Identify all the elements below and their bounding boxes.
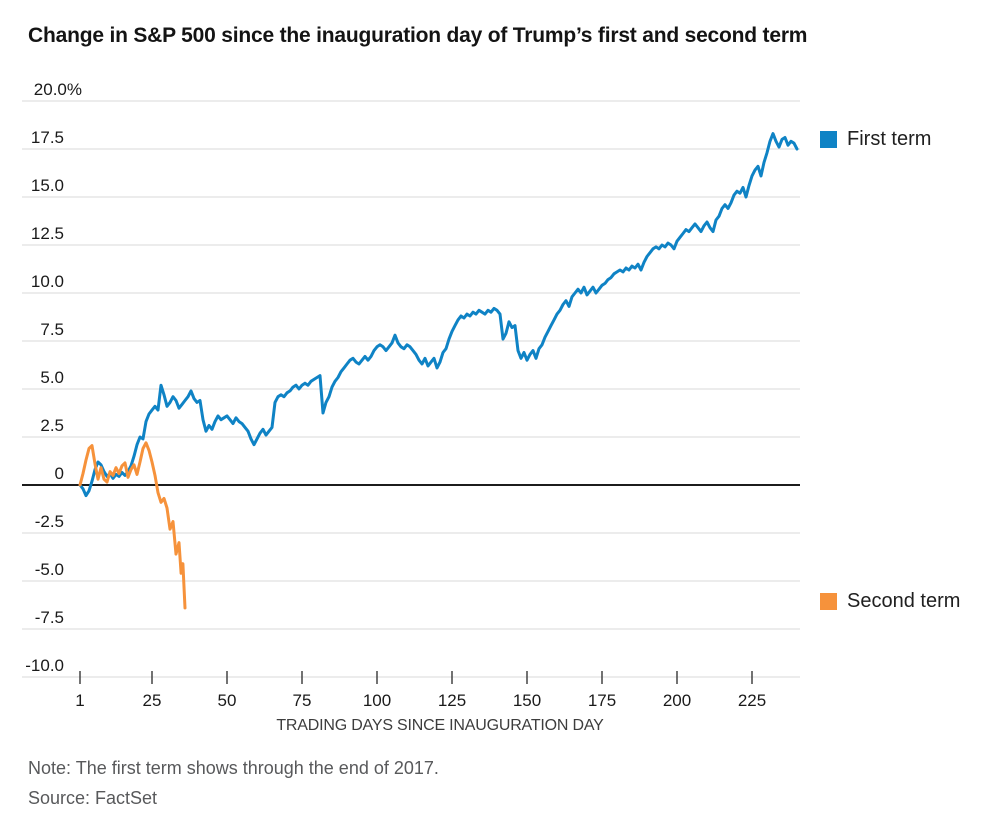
y-tick-label: 10.0 bbox=[30, 272, 64, 291]
x-axis-title: TRADING DAYS SINCE INAUGURATION DAY bbox=[276, 717, 604, 734]
x-tick-label: 1 bbox=[75, 691, 85, 710]
x-tick-label: 100 bbox=[362, 691, 392, 710]
y-tick-label: 0 bbox=[54, 464, 64, 483]
y-tick-label: 2.5 bbox=[40, 416, 64, 435]
second-term-swatch-icon bbox=[820, 593, 837, 610]
y-tick-label: -2.5 bbox=[34, 512, 64, 531]
y-tick-label: 7.5 bbox=[40, 320, 64, 339]
x-tick-label: 150 bbox=[512, 691, 542, 710]
x-tick-label: 75 bbox=[292, 691, 312, 710]
y-tick-label: -5.0 bbox=[34, 560, 64, 579]
x-tick-label: 225 bbox=[737, 691, 767, 710]
y-tick-label: 5.0 bbox=[40, 368, 64, 387]
note-text: Note: The first term shows through the e… bbox=[28, 758, 439, 778]
legend-first-term-label: First term bbox=[847, 128, 932, 150]
legend-second-term: Second term bbox=[820, 590, 960, 613]
y-tick-label: -10.0 bbox=[25, 656, 64, 675]
page-title: Change in S&P 500 since the inauguration… bbox=[28, 24, 808, 47]
y-tick-label: 12.5 bbox=[30, 224, 64, 243]
source-text: Source: FactSet bbox=[28, 788, 158, 808]
series-line-second-term bbox=[78, 441, 187, 610]
y-tick-label: 15.0 bbox=[30, 176, 64, 195]
x-tick-label: 175 bbox=[587, 691, 617, 710]
legend-first-term: First term bbox=[820, 128, 931, 151]
x-tick-label: 25 bbox=[142, 691, 162, 710]
y-tick-label: -7.5 bbox=[34, 608, 64, 627]
y-tick-label: 17.5 bbox=[30, 128, 64, 147]
x-tick-label: 200 bbox=[662, 691, 692, 710]
series-line-first-term bbox=[78, 132, 799, 498]
y-tick-label: 20.0% bbox=[33, 80, 82, 99]
x-tick-label: 50 bbox=[217, 691, 237, 710]
first-term-swatch-icon bbox=[820, 131, 837, 148]
legend-second-term-label: Second term bbox=[847, 590, 961, 612]
x-tick-label: 125 bbox=[437, 691, 467, 710]
